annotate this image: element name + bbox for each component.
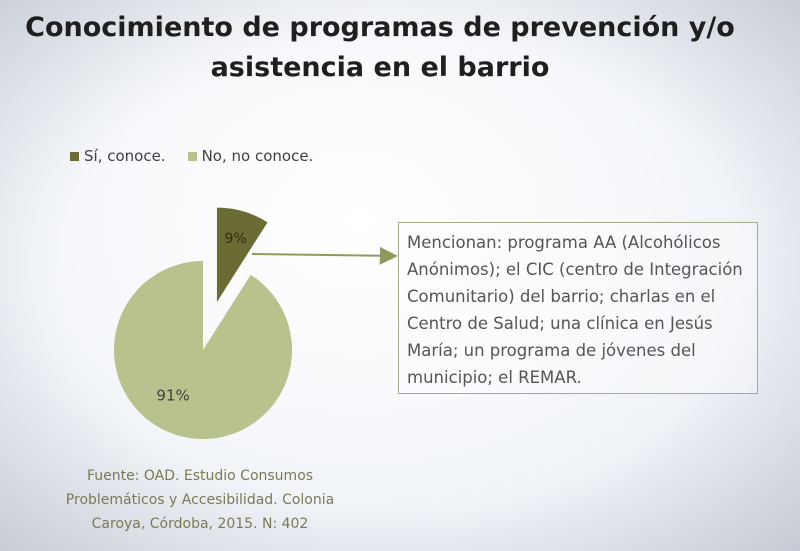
source-line: Caroya, Córdoba, 2015. N: 402 <box>91 516 309 532</box>
slide-title-line-1: Conocimiento de programas de prevención … <box>25 12 735 43</box>
callout-box: Mencionan: programa AA (Alcohólicos Anón… <box>398 222 758 394</box>
source-line: Fuente: OAD. Estudio Consumos <box>86 468 314 484</box>
callout-line: María; un programa de jóvenes del <box>407 341 696 360</box>
slide-title-line-2: asistencia en el barrio <box>210 52 550 83</box>
callout-line: Mencionan: programa AA (Alcohólicos <box>407 233 721 252</box>
callout-line: Centro de Salud; una clínica en Jesús <box>407 314 713 333</box>
callout-line: municipio; el REMAR. <box>407 368 582 387</box>
legend-swatch-yes <box>70 151 79 161</box>
legend-swatch-no <box>187 151 197 161</box>
source-line: Problemáticos y Accesibilidad. Colonia <box>65 492 335 508</box>
legend-item-no: No, no conoce. <box>187 147 314 165</box>
pie-slice-si-conoce <box>216 207 268 302</box>
legend-label-yes: Sí, conoce. <box>84 147 166 165</box>
pie-slice-no-conoce <box>114 261 293 440</box>
pie-label-si-conoce: 9% <box>224 231 246 247</box>
slide-title: Conocimiento de programas de prevención … <box>0 8 760 88</box>
callout-line: Comunitario) del barrio; charlas en el <box>407 287 716 306</box>
callout-arrow <box>251 246 398 265</box>
source-note: Fuente: OAD. Estudio Consumos Problemáti… <box>40 464 360 536</box>
chart-legend: Sí, conoce. No, no conoce. <box>70 147 313 165</box>
legend-label-no: No, no conoce. <box>201 147 314 165</box>
legend-item-yes: Sí, conoce. <box>70 147 166 165</box>
callout-line: Anónimos); el CIC (centro de Integración <box>407 260 743 279</box>
pie-label-no-conoce: 91% <box>156 387 189 405</box>
